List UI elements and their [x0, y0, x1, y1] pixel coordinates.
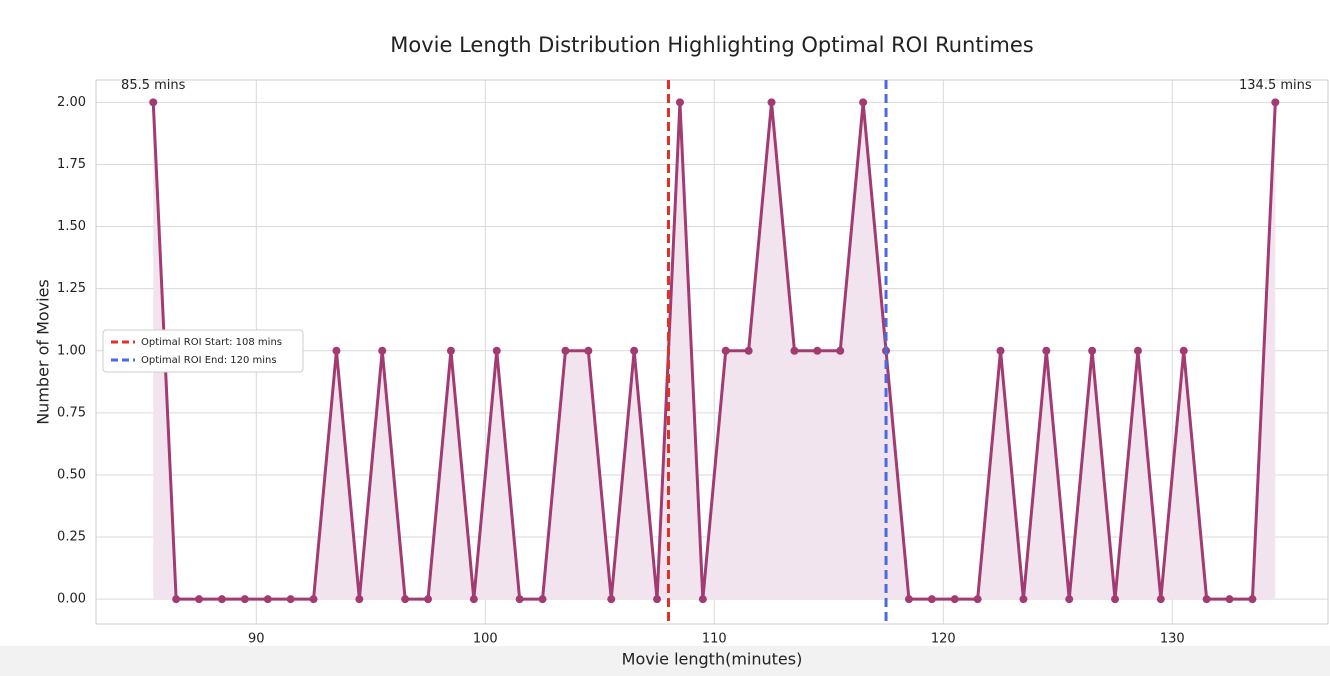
x-axis-label: Movie length(minutes) [622, 650, 803, 669]
legend-label: Optimal ROI Start: 108 mins [141, 337, 282, 348]
y-tick-label: 0.00 [57, 592, 86, 607]
point [904, 595, 913, 604]
point [607, 595, 616, 604]
point [790, 346, 799, 355]
point [561, 346, 570, 355]
point [836, 346, 845, 355]
x-tick-label: 90 [248, 632, 265, 647]
point [332, 346, 341, 355]
y-tick-label: 0.25 [57, 530, 86, 545]
x-tick-label: 100 [473, 632, 498, 647]
point [1042, 346, 1051, 355]
bottom-band [0, 646, 1330, 676]
point [973, 595, 982, 604]
point [927, 595, 936, 604]
point [1248, 595, 1257, 604]
y-tick-label: 1.00 [57, 343, 86, 358]
chart-title: Movie Length Distribution Highlighting O… [390, 33, 1033, 57]
point [263, 595, 272, 604]
point [401, 595, 410, 604]
y-axis-label: Number of Movies [34, 279, 53, 425]
point [1133, 346, 1142, 355]
point [630, 346, 639, 355]
point [584, 346, 593, 355]
plot-frame [95, 79, 1329, 625]
x-tick-label: 130 [1160, 632, 1185, 647]
y-tick-label: 1.25 [57, 281, 86, 296]
point [378, 346, 387, 355]
point [767, 98, 776, 107]
y-tick-label: 0.50 [57, 467, 86, 482]
point [675, 98, 684, 107]
point [859, 98, 868, 107]
point [195, 595, 204, 604]
x-tick-label: 120 [931, 632, 956, 647]
point [1088, 346, 1097, 355]
point [424, 595, 433, 604]
point [1202, 595, 1211, 604]
point [744, 346, 753, 355]
annotation: 85.5 mins [121, 78, 186, 93]
y-tick-label: 2.00 [57, 95, 86, 110]
legend-box [102, 329, 304, 373]
point [240, 595, 249, 604]
point [1179, 346, 1188, 355]
point [950, 595, 959, 604]
point [721, 346, 730, 355]
x-tick-label: 110 [702, 632, 727, 647]
point [1111, 595, 1120, 604]
point [813, 346, 822, 355]
point [469, 595, 478, 604]
point [1156, 595, 1165, 604]
point [698, 595, 707, 604]
point [1225, 595, 1234, 604]
area [153, 102, 1276, 600]
point [309, 595, 318, 604]
point [515, 595, 524, 604]
point [446, 346, 455, 355]
annotation: 134.5 mins [1239, 78, 1312, 93]
point [996, 346, 1005, 355]
y-tick-label: 1.50 [57, 219, 86, 234]
point [538, 595, 547, 604]
point [149, 98, 158, 107]
point [653, 595, 662, 604]
point [1019, 595, 1028, 604]
point [355, 595, 364, 604]
legend-label: Optimal ROI End: 120 mins [141, 355, 277, 366]
point [492, 346, 501, 355]
line [151, 100, 1277, 601]
y-tick-label: 0.75 [57, 405, 86, 420]
point [1271, 98, 1280, 107]
point [1065, 595, 1074, 604]
y-tick-label: 1.75 [57, 157, 86, 172]
point [286, 595, 295, 604]
point [217, 595, 226, 604]
point [172, 595, 181, 604]
